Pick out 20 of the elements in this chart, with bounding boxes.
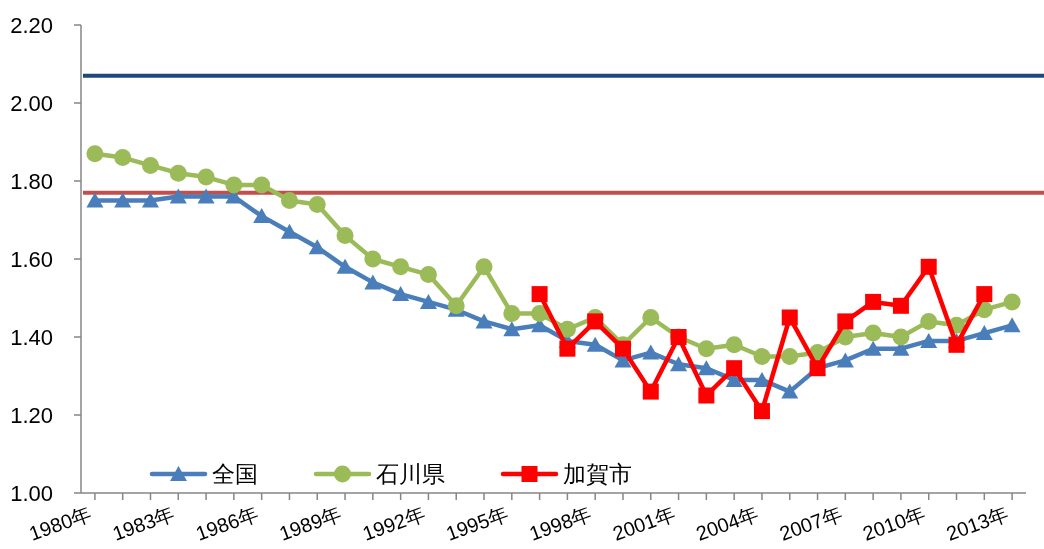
x-tick-label: 2013年 <box>943 502 1012 545</box>
legend-label: 加賀市 <box>563 461 632 487</box>
y-tick-label: 1.40 <box>10 325 53 350</box>
x-tick-label: 1998年 <box>526 502 595 545</box>
x-tick-label: 2007年 <box>776 502 845 545</box>
y-tick-label: 1.60 <box>10 247 53 272</box>
x-tick-label: 1989年 <box>276 502 345 545</box>
y-tick-label: 1.20 <box>10 403 53 428</box>
y-tick-label: 2.00 <box>10 91 53 116</box>
legend-label: 全国 <box>212 461 258 487</box>
x-tick-label: 1986年 <box>192 502 262 545</box>
x-tick-label: 1995年 <box>443 502 512 545</box>
x-tick-label: 2010年 <box>859 502 929 545</box>
x-tick-label: 2001年 <box>609 502 678 545</box>
legend-label: 石川県 <box>376 461 445 487</box>
x-tick-label: 1983年 <box>109 502 178 545</box>
y-tick-label: 2.20 <box>10 13 53 38</box>
x-tick-label: 1992年 <box>359 502 428 545</box>
x-tick-label: 2004年 <box>693 502 762 545</box>
y-tick-label: 1.80 <box>10 169 53 194</box>
